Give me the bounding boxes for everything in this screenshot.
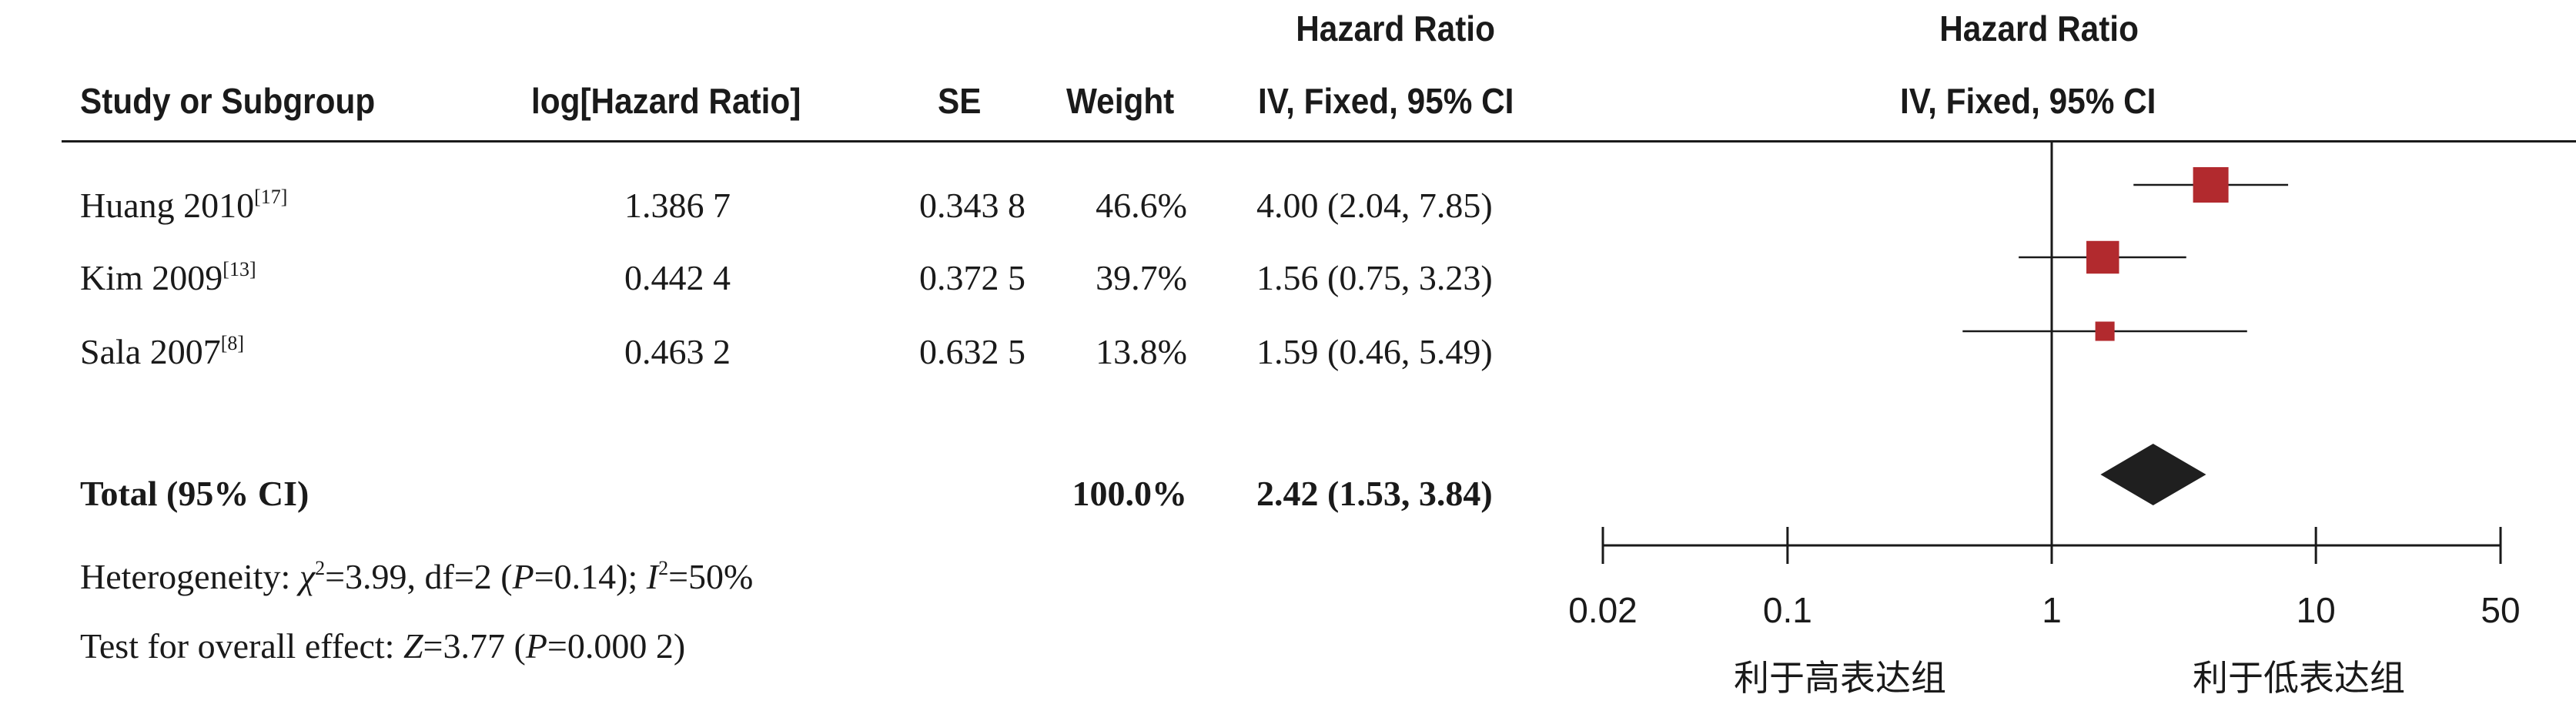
study-reference: [8] <box>220 332 245 354</box>
se-column-header: SE <box>938 81 982 121</box>
hazard-ratio-ci-header: IV, Fixed, 95% CI <box>1258 81 1514 121</box>
se-value: 0.343 8 <box>919 186 1025 225</box>
x-tick-label: 0.1 <box>1763 590 1812 630</box>
weight-value: 46.6% <box>1096 186 1187 225</box>
weight-column-header: Weight <box>1066 81 1175 121</box>
header-rule <box>62 140 2576 143</box>
study-name: Huang 2010[17] <box>80 186 288 225</box>
study-name: Sala 2007[8] <box>80 332 245 371</box>
study-marker <box>2086 240 2119 274</box>
study-name: Kim 2009[13] <box>80 258 256 297</box>
study-marker <box>2095 321 2115 341</box>
se-value: 0.632 5 <box>919 332 1025 371</box>
heterogeneity-stat: Heterogeneity: χ2=3.99, df=2 (P=0.14); I… <box>80 557 754 596</box>
se-value: 0.372 5 <box>919 258 1025 297</box>
log-hr-value: 1.386 7 <box>624 186 731 225</box>
overall-effect-stat: Test for overall effect: Z=3.77 (P=0.000… <box>80 626 686 666</box>
total-weight: 100.0% <box>1072 474 1188 513</box>
plot-title: Hazard Ratio <box>1939 8 2139 49</box>
hr-ci-value: 1.59 (0.46, 5.49) <box>1256 332 1493 371</box>
study-marker <box>2193 167 2229 203</box>
weight-value: 39.7% <box>1096 258 1187 297</box>
pooled-diamond <box>2100 444 2206 505</box>
favours-left-label: 利于高表达组 <box>1734 657 1946 699</box>
x-tick-label: 0.02 <box>1568 590 1638 630</box>
study-reference: [17] <box>254 186 288 208</box>
favours-right-label: 利于低表达组 <box>2193 657 2405 699</box>
plot-subtitle: IV, Fixed, 95% CI <box>1900 81 2156 121</box>
hr-ci-value: 4.00 (2.04, 7.85) <box>1256 186 1493 225</box>
x-tick-label: 10 <box>2297 590 2336 630</box>
log-hr-value: 0.442 4 <box>624 258 731 297</box>
total-label: Total (95% CI) <box>80 474 309 513</box>
hazard-ratio-column-header: Hazard Ratio <box>1296 8 1495 49</box>
hr-ci-value: 1.56 (0.75, 3.23) <box>1256 258 1493 297</box>
weight-value: 13.8% <box>1096 332 1187 371</box>
log-hr-column-header: log[Hazard Ratio] <box>531 81 801 121</box>
study-reference: [13] <box>222 258 256 280</box>
x-tick-label: 50 <box>2481 590 2520 630</box>
total-ci: 2.42 (1.53, 3.84) <box>1256 474 1493 513</box>
study-column-header: Study or Subgroup <box>80 81 376 121</box>
log-hr-value: 0.463 2 <box>624 332 731 371</box>
x-tick-label: 1 <box>2042 590 2062 630</box>
